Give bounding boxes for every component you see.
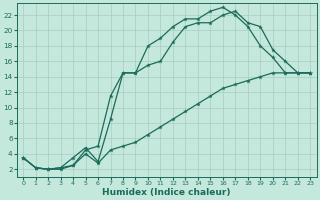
X-axis label: Humidex (Indice chaleur): Humidex (Indice chaleur) bbox=[102, 188, 231, 197]
